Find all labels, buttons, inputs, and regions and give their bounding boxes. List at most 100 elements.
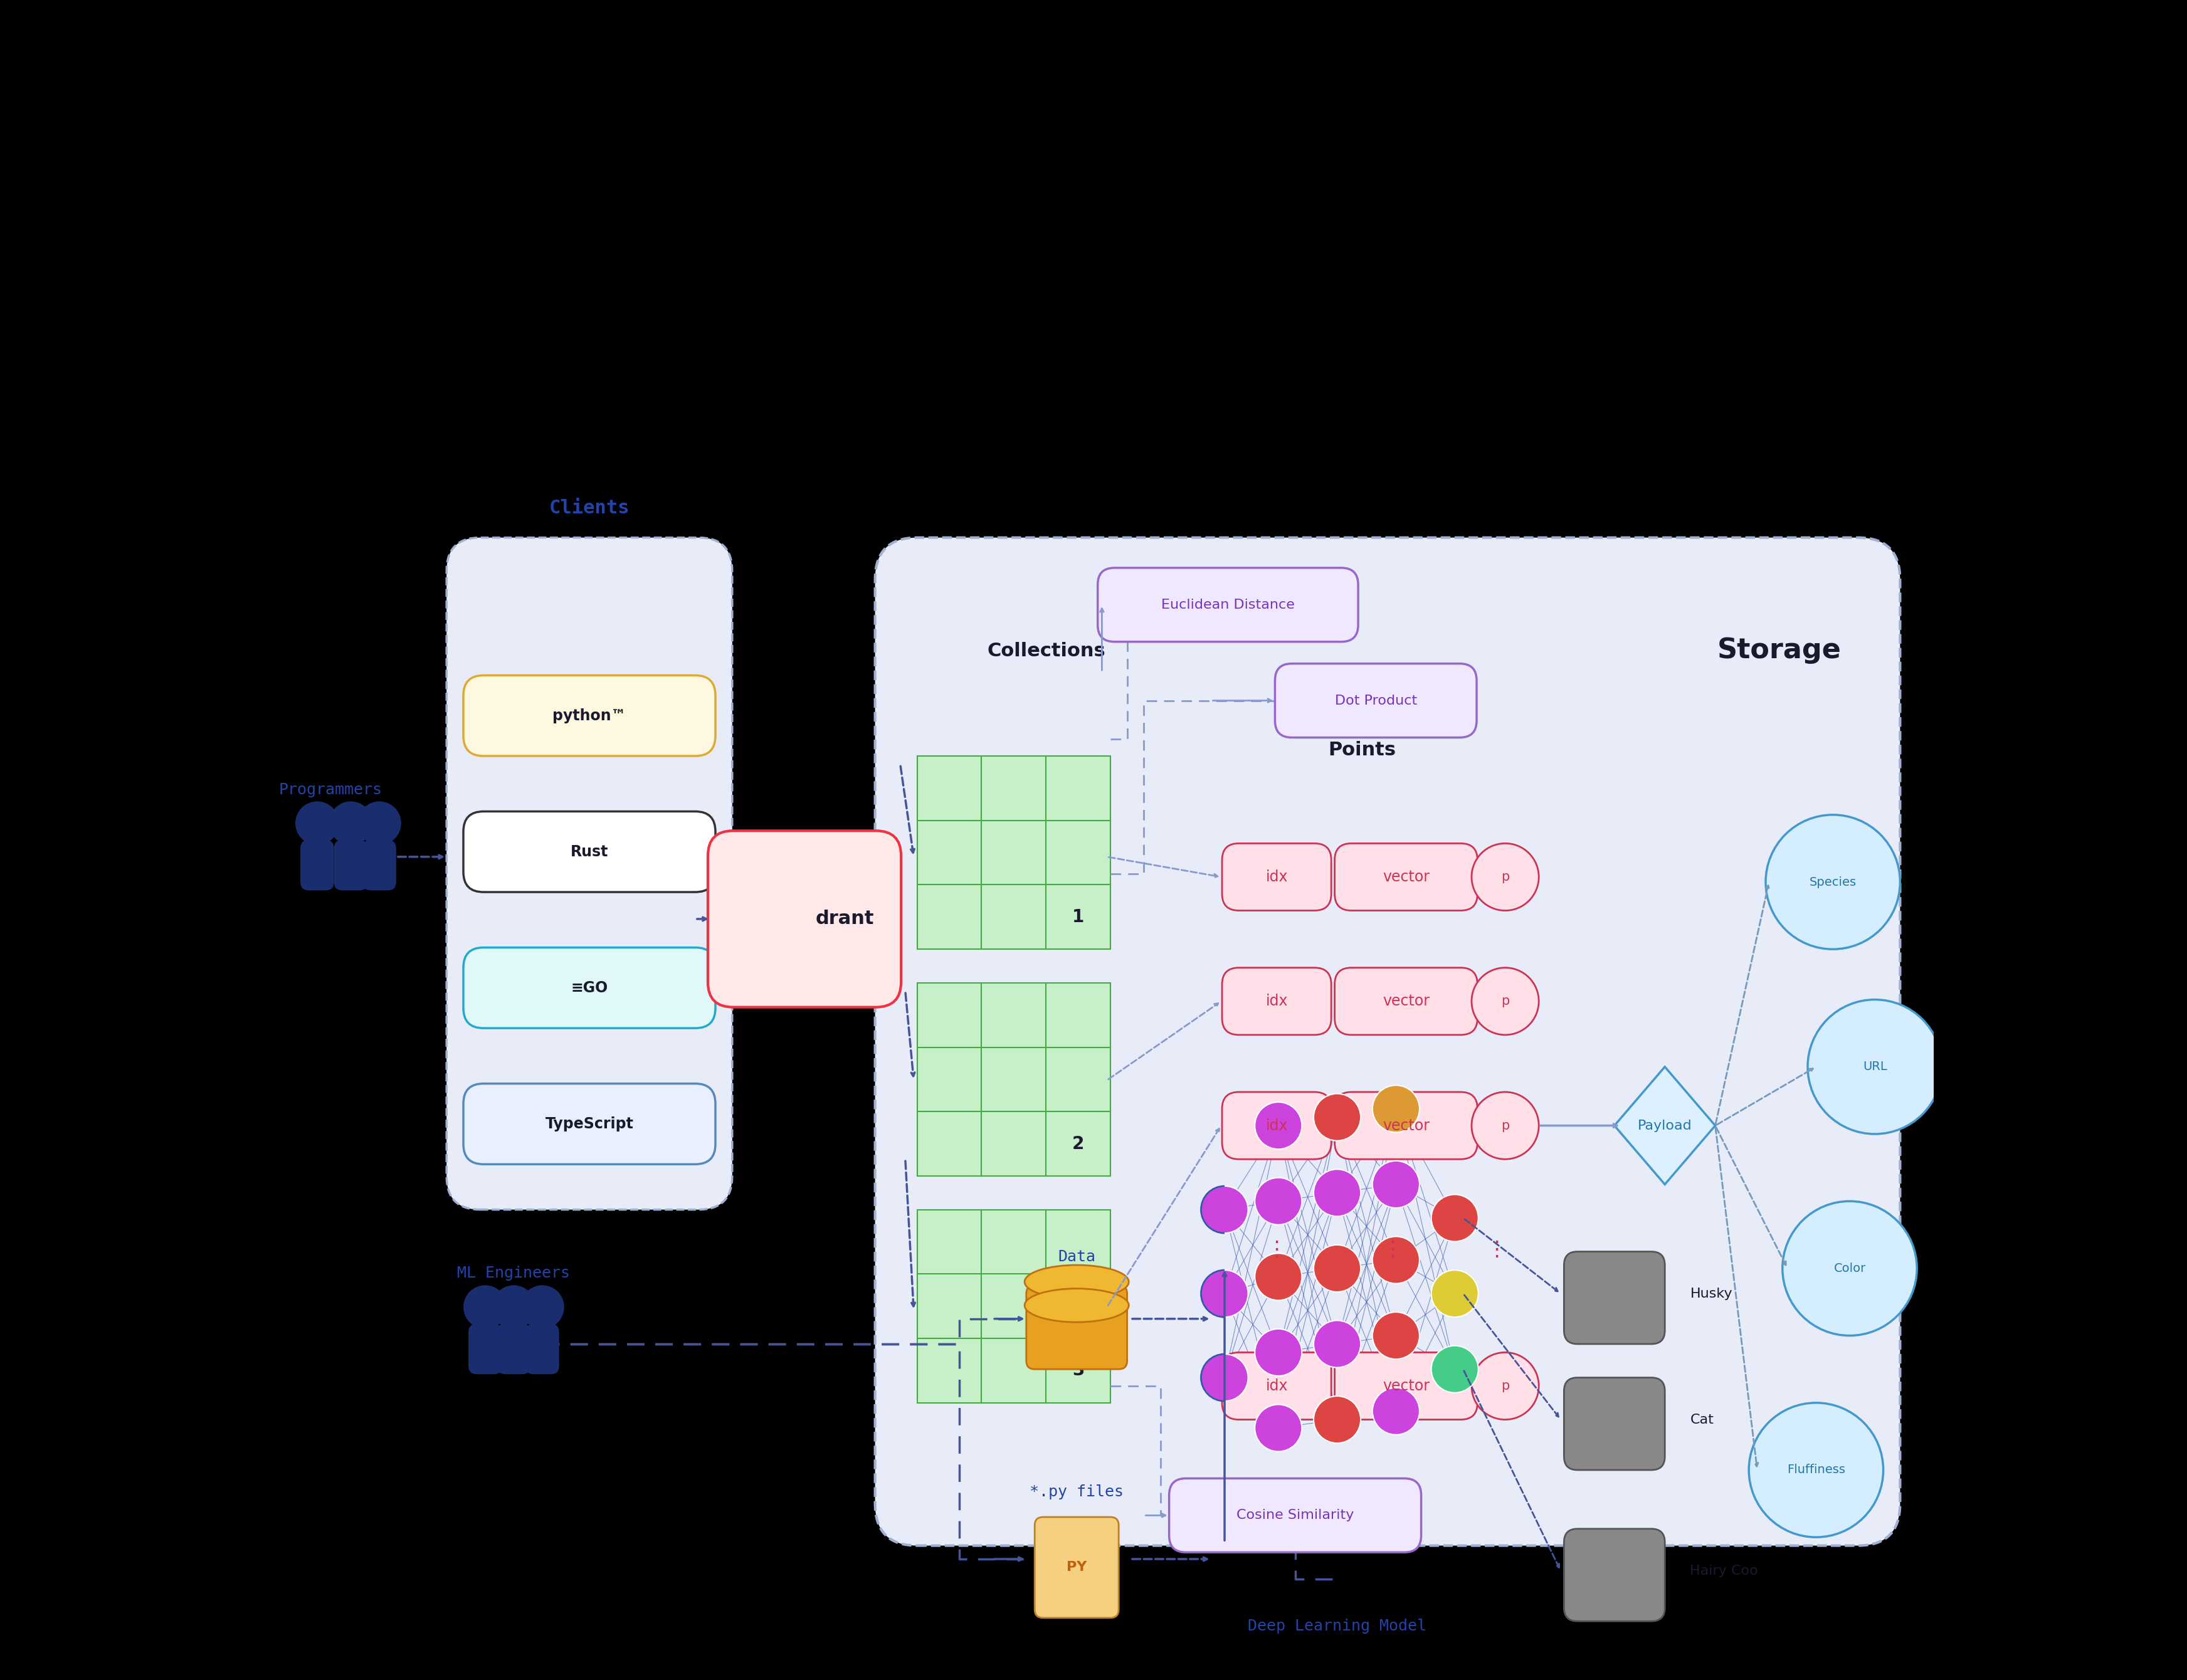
Text: Deep Learning Model: Deep Learning Model <box>1249 1620 1426 1633</box>
Text: idx: idx <box>1266 1379 1288 1393</box>
Text: p: p <box>1500 870 1509 884</box>
Circle shape <box>1430 1194 1478 1242</box>
FancyBboxPatch shape <box>464 811 715 892</box>
FancyBboxPatch shape <box>1564 1252 1664 1344</box>
Text: p: p <box>1500 1119 1509 1132</box>
Bar <box>916 983 1111 1176</box>
Circle shape <box>1201 1354 1249 1401</box>
FancyBboxPatch shape <box>1034 1517 1120 1618</box>
FancyBboxPatch shape <box>1170 1478 1422 1552</box>
Text: ≡GO: ≡GO <box>571 981 608 995</box>
Text: Programmers: Programmers <box>278 783 383 796</box>
Text: ⋮: ⋮ <box>1487 1240 1507 1260</box>
FancyBboxPatch shape <box>446 538 733 1210</box>
Circle shape <box>1201 1270 1249 1317</box>
Polygon shape <box>1614 1067 1715 1184</box>
Circle shape <box>1314 1245 1360 1292</box>
Text: ML Engineers: ML Engineers <box>457 1267 571 1280</box>
Circle shape <box>1782 1201 1916 1336</box>
Text: 2: 2 <box>1072 1136 1085 1152</box>
FancyBboxPatch shape <box>1564 1529 1664 1621</box>
Text: *.py files: *.py files <box>1030 1485 1124 1499</box>
Circle shape <box>1314 1094 1360 1141</box>
Ellipse shape <box>1024 1289 1128 1322</box>
Circle shape <box>464 1285 507 1329</box>
Circle shape <box>1314 1320 1360 1368</box>
Text: 3: 3 <box>1072 1362 1085 1379</box>
Circle shape <box>1472 1352 1540 1420</box>
Text: vector: vector <box>1382 870 1430 884</box>
Circle shape <box>1430 1270 1478 1317</box>
Circle shape <box>1201 1186 1249 1233</box>
FancyBboxPatch shape <box>709 830 901 1008</box>
FancyBboxPatch shape <box>1098 568 1358 642</box>
FancyBboxPatch shape <box>1223 968 1332 1035</box>
Text: vector: vector <box>1382 995 1430 1008</box>
FancyBboxPatch shape <box>1223 1352 1332 1420</box>
Text: python™: python™ <box>553 709 625 722</box>
Circle shape <box>295 801 339 845</box>
FancyBboxPatch shape <box>875 538 1901 1546</box>
Text: PY: PY <box>1067 1561 1087 1574</box>
Circle shape <box>1314 1396 1360 1443</box>
Circle shape <box>1255 1329 1301 1376</box>
FancyBboxPatch shape <box>1334 1352 1478 1420</box>
Text: Rust: Rust <box>571 845 608 858</box>
FancyBboxPatch shape <box>1026 1285 1126 1369</box>
FancyBboxPatch shape <box>1334 968 1478 1035</box>
Text: Hairy Coo: Hairy Coo <box>1691 1564 1758 1578</box>
FancyBboxPatch shape <box>464 948 715 1028</box>
Circle shape <box>1373 1388 1419 1435</box>
FancyBboxPatch shape <box>525 1324 560 1374</box>
FancyBboxPatch shape <box>464 1084 715 1164</box>
Circle shape <box>328 801 372 845</box>
Circle shape <box>1373 1085 1419 1132</box>
FancyBboxPatch shape <box>1564 1378 1664 1470</box>
Text: idx: idx <box>1266 870 1288 884</box>
FancyBboxPatch shape <box>1334 843 1478 911</box>
Text: Species: Species <box>1809 875 1857 889</box>
Ellipse shape <box>1024 1265 1128 1299</box>
Circle shape <box>492 1285 536 1329</box>
Text: vector: vector <box>1382 1379 1430 1393</box>
FancyBboxPatch shape <box>363 840 396 890</box>
Text: Collections: Collections <box>986 642 1107 660</box>
FancyBboxPatch shape <box>496 1324 531 1374</box>
Circle shape <box>1430 1346 1478 1393</box>
Text: p: p <box>1500 995 1509 1008</box>
Text: Fluffiness: Fluffiness <box>1787 1463 1846 1477</box>
Text: Data: Data <box>1059 1250 1096 1263</box>
Text: Points: Points <box>1328 741 1395 759</box>
Circle shape <box>1255 1253 1301 1300</box>
Circle shape <box>1472 843 1540 911</box>
Circle shape <box>1765 815 1901 949</box>
Bar <box>916 756 1111 949</box>
FancyBboxPatch shape <box>464 675 715 756</box>
Circle shape <box>1809 1000 1942 1134</box>
Circle shape <box>1373 1312 1419 1359</box>
Circle shape <box>521 1285 564 1329</box>
Text: URL: URL <box>1863 1060 1887 1074</box>
Text: ⋮: ⋮ <box>1382 1240 1404 1260</box>
Text: p: p <box>1500 1379 1509 1393</box>
Text: idx: idx <box>1266 995 1288 1008</box>
Circle shape <box>1314 1169 1360 1216</box>
Circle shape <box>1255 1102 1301 1149</box>
Text: Storage: Storage <box>1717 637 1841 664</box>
FancyBboxPatch shape <box>335 840 367 890</box>
Text: Clients: Clients <box>549 499 630 517</box>
Circle shape <box>1255 1404 1301 1452</box>
Circle shape <box>1373 1236 1419 1284</box>
Text: Color: Color <box>1833 1262 1866 1275</box>
Circle shape <box>1750 1403 1883 1537</box>
Text: ⋮: ⋮ <box>1266 1240 1288 1260</box>
Text: 1: 1 <box>1072 909 1085 926</box>
Text: idx: idx <box>1266 1119 1288 1132</box>
FancyBboxPatch shape <box>1223 1092 1332 1159</box>
Circle shape <box>1255 1178 1301 1225</box>
FancyBboxPatch shape <box>1334 1092 1478 1159</box>
Text: Euclidean Distance: Euclidean Distance <box>1161 598 1295 612</box>
Text: Payload: Payload <box>1638 1119 1693 1132</box>
FancyBboxPatch shape <box>468 1324 503 1374</box>
Text: TypeScript: TypeScript <box>545 1117 634 1131</box>
